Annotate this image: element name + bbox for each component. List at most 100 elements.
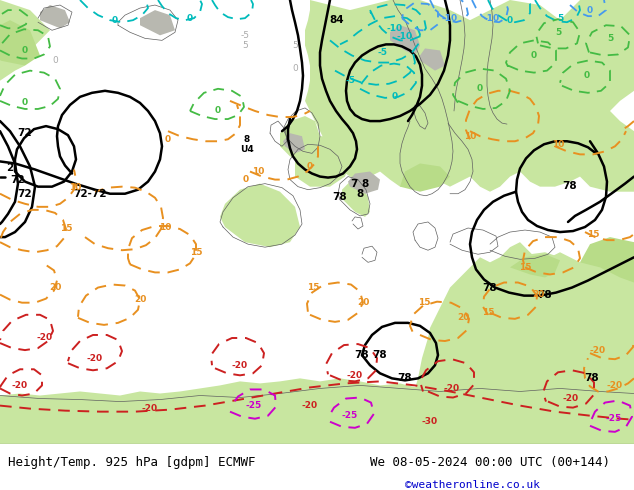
Text: 20: 20 <box>457 313 469 322</box>
Text: -25: -25 <box>246 401 262 410</box>
Text: 5: 5 <box>292 41 298 50</box>
Text: -20: -20 <box>590 345 606 355</box>
Polygon shape <box>283 133 305 153</box>
Text: 0: 0 <box>587 5 593 15</box>
Polygon shape <box>0 20 40 66</box>
Text: 5: 5 <box>607 34 613 43</box>
Text: ©weatheronline.co.uk: ©weatheronline.co.uk <box>405 480 540 490</box>
Text: -20: -20 <box>12 381 28 390</box>
Polygon shape <box>305 0 634 192</box>
Text: 15: 15 <box>60 223 72 233</box>
Text: 78: 78 <box>398 373 412 383</box>
Text: -20: -20 <box>87 354 103 363</box>
Polygon shape <box>0 55 25 81</box>
Text: -30: -30 <box>422 417 438 426</box>
Text: 72: 72 <box>11 174 25 185</box>
Text: 10: 10 <box>252 167 264 176</box>
Text: 72: 72 <box>18 189 32 199</box>
Text: 72-72: 72-72 <box>74 189 107 199</box>
Polygon shape <box>140 10 175 35</box>
Text: 0: 0 <box>531 51 537 60</box>
Text: 78: 78 <box>538 290 552 299</box>
Text: -20: -20 <box>302 401 318 410</box>
Polygon shape <box>348 172 380 194</box>
Text: 7 8: 7 8 <box>351 179 369 189</box>
Polygon shape <box>280 116 320 161</box>
Text: 15: 15 <box>418 298 430 307</box>
Text: 8: 8 <box>356 189 364 199</box>
Polygon shape <box>220 184 300 247</box>
Text: 0: 0 <box>292 64 298 73</box>
Polygon shape <box>0 0 50 61</box>
Text: 72: 72 <box>18 128 32 138</box>
Polygon shape <box>420 49 445 71</box>
Text: 8: 8 <box>244 135 250 144</box>
Text: 5: 5 <box>242 41 248 50</box>
Text: 0: 0 <box>584 71 590 80</box>
Text: -10: -10 <box>442 14 458 23</box>
Text: 0: 0 <box>187 14 193 23</box>
Text: 15: 15 <box>190 248 202 257</box>
Text: 15: 15 <box>482 308 495 318</box>
Text: -20: -20 <box>607 381 623 390</box>
Text: Height/Temp. 925 hPa [gdpm] ECMWF: Height/Temp. 925 hPa [gdpm] ECMWF <box>8 456 256 469</box>
Text: 10: 10 <box>158 222 171 231</box>
Text: 0: 0 <box>52 56 58 65</box>
Text: 0: 0 <box>165 135 171 144</box>
Text: 15: 15 <box>307 283 320 292</box>
Text: -5: -5 <box>377 48 387 57</box>
Text: 20: 20 <box>134 295 146 304</box>
Text: 0: 0 <box>243 175 249 184</box>
Text: 5: 5 <box>555 28 561 37</box>
Text: 0: 0 <box>22 98 28 107</box>
Text: 0: 0 <box>112 16 118 24</box>
Text: 20: 20 <box>532 290 544 299</box>
Text: We 08-05-2024 00:00 UTC (00+144): We 08-05-2024 00:00 UTC (00+144) <box>370 456 610 469</box>
Text: -20: -20 <box>444 384 460 393</box>
Text: 0: 0 <box>215 106 221 116</box>
Text: 2: 2 <box>6 164 13 173</box>
Text: 78: 78 <box>482 283 497 293</box>
Text: 0: 0 <box>307 162 313 171</box>
Text: 0: 0 <box>507 16 513 24</box>
Text: -20: -20 <box>563 394 579 403</box>
Text: -20: -20 <box>232 361 248 370</box>
Text: 0: 0 <box>477 84 483 93</box>
Text: -20: -20 <box>347 371 363 380</box>
Text: 78: 78 <box>563 181 578 191</box>
Polygon shape <box>310 66 380 126</box>
Text: -20: -20 <box>142 404 158 413</box>
Text: 10: 10 <box>69 183 81 192</box>
Text: 84: 84 <box>330 15 344 25</box>
Text: -5: -5 <box>240 31 250 40</box>
Text: -10: -10 <box>397 32 413 41</box>
Polygon shape <box>40 5 70 28</box>
Text: 0: 0 <box>22 46 28 55</box>
Text: -25: -25 <box>342 411 358 420</box>
Polygon shape <box>400 164 450 192</box>
Polygon shape <box>342 182 370 217</box>
Text: 0: 0 <box>392 92 398 101</box>
Text: -20: -20 <box>37 334 53 343</box>
Text: 15: 15 <box>519 263 531 272</box>
Text: -5: -5 <box>345 76 355 85</box>
Text: 5: 5 <box>557 14 563 23</box>
Text: 20: 20 <box>49 283 61 292</box>
Text: -10: -10 <box>484 14 500 23</box>
Polygon shape <box>0 378 634 444</box>
Text: 78: 78 <box>333 192 347 202</box>
Polygon shape <box>510 254 560 277</box>
Text: -25: -25 <box>606 414 622 423</box>
Polygon shape <box>390 25 420 55</box>
Polygon shape <box>510 252 565 283</box>
Text: 78: 78 <box>354 350 370 360</box>
Polygon shape <box>580 237 634 283</box>
Text: 10: 10 <box>464 132 476 141</box>
Polygon shape <box>295 136 350 187</box>
Text: 15: 15 <box>586 230 599 239</box>
Text: 10: 10 <box>552 140 564 149</box>
Text: 78: 78 <box>373 350 387 360</box>
Text: 20: 20 <box>357 298 369 307</box>
Text: -10: -10 <box>387 24 403 33</box>
Polygon shape <box>401 242 634 444</box>
